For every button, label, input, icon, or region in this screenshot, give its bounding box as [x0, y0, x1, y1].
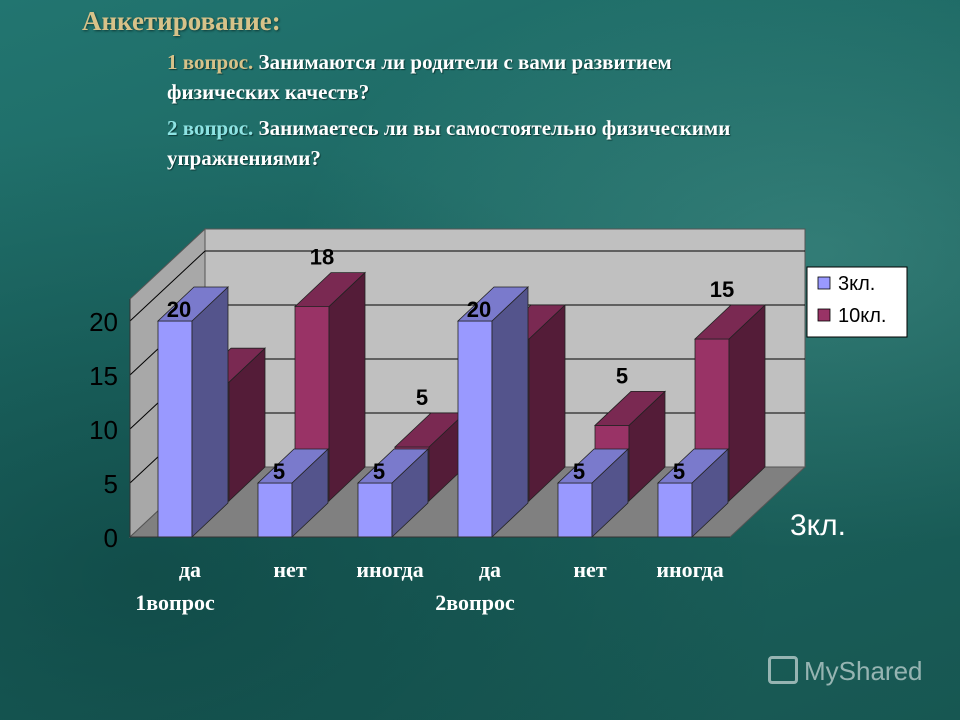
data-label-10kl: 18: [310, 245, 334, 270]
y-tick-label: 20: [89, 307, 118, 337]
bar-10kl-1-side: [328, 271, 366, 502]
presentation-icon: [768, 656, 798, 685]
depth-axis-label: 3кл.: [790, 509, 846, 542]
bar-3kl-1: [256, 448, 330, 538]
bar-3kl-2-front: [357, 482, 393, 538]
question-2-number: 2 вопрос.: [167, 116, 254, 140]
question-1-number: 1 вопрос.: [167, 50, 254, 74]
data-label-3kl: 20: [167, 297, 191, 322]
bar-3kl-5-front: [657, 482, 693, 538]
bar-3kl-1-top: [256, 448, 330, 484]
x-category-label: нет: [273, 557, 306, 582]
bar-3kl-3: [456, 286, 530, 538]
mysharedlogo-watermark: MyShared: [768, 656, 923, 687]
bar-3kl-5-top: [656, 448, 730, 484]
x-group-label: 2вопрос: [435, 590, 515, 615]
data-label-3kl: 20: [467, 297, 491, 322]
y-tick-label: 15: [89, 361, 118, 391]
x-category-label: иногда: [356, 557, 423, 582]
bar-3kl-0-side: [191, 286, 229, 538]
bar-10kl-5-top: [693, 304, 767, 340]
question-2-line-2: упражнениями?: [167, 146, 321, 170]
bar-10kl-1-top: [293, 272, 367, 308]
legend-swatch: [817, 276, 831, 290]
data-label-3kl: 5: [573, 459, 585, 484]
question-2: 2 вопрос. Занимаетесь ли вы самостоятель…: [167, 114, 730, 142]
x-category-label: да: [179, 557, 201, 582]
data-label-10kl: 5: [616, 363, 628, 388]
data-label-10kl: 15: [710, 277, 734, 302]
gridline-side-20: [129, 250, 206, 322]
bar-3kl-0-front: [157, 320, 193, 538]
x-category-label: нет: [573, 557, 606, 582]
bar-3kl-4-top: [556, 448, 630, 484]
x-category-label: иногда: [656, 557, 723, 582]
bar-3kl-3-front: [457, 320, 493, 538]
data-label-3kl: 5: [273, 459, 285, 484]
x-category-label: да: [479, 557, 501, 582]
data-label-3kl: 5: [373, 459, 385, 484]
y-tick-label: 5: [104, 469, 118, 499]
bar-3kl-1-front: [257, 482, 293, 538]
bar-3kl-4: [556, 448, 630, 538]
legend: 3кл. 10кл.: [806, 266, 908, 338]
bar-3kl-5: [656, 448, 730, 538]
legend-label: 10кл.: [838, 305, 886, 327]
legend-swatch: [817, 308, 831, 322]
legend-label: 3кл.: [838, 273, 875, 295]
bar-3kl-4-front: [557, 482, 593, 538]
y-tick-label: 0: [104, 523, 118, 553]
bar-3kl-3-side: [491, 286, 529, 538]
bar-10kl-4-top: [593, 390, 667, 426]
bar-3kl-0: [156, 286, 230, 538]
bar-3kl-0-top: [156, 286, 230, 322]
bar-3kl-3-top: [456, 286, 530, 322]
question-1: 1 вопрос. Занимаются ли родители с вами …: [167, 48, 672, 76]
x-group-label: 1вопрос: [135, 590, 215, 615]
question-2-text-line-1: Занимаетесь ли вы самостоятельно физичес…: [258, 116, 731, 140]
data-label-10kl: 5: [416, 385, 428, 410]
bar-3kl-2-top: [356, 448, 430, 484]
slide-heading: Анкетирование:: [82, 6, 281, 36]
data-label-3kl: 5: [673, 459, 685, 484]
question-1-line-2: физических качеств?: [167, 80, 370, 104]
y-tick-label: 10: [89, 415, 118, 445]
question-1-text-line-1: Занимаются ли родители с вами развитием: [258, 50, 672, 74]
watermark-text: MyShared: [804, 656, 923, 686]
